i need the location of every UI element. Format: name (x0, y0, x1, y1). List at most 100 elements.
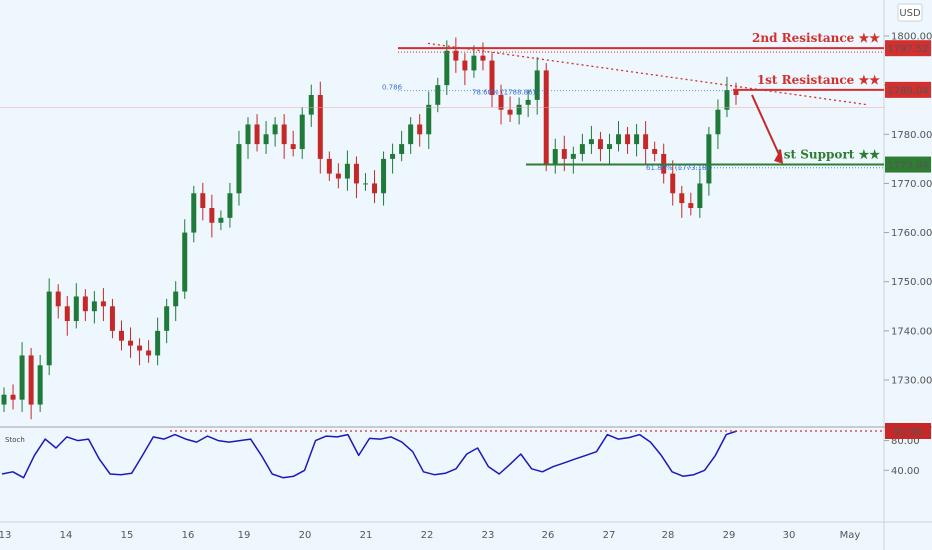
candle-body (471, 55, 477, 71)
candle-body (643, 134, 649, 150)
candle-body (381, 158, 387, 194)
candle-body (625, 134, 631, 145)
resistance-2-price: 1797.52 (887, 44, 928, 55)
date-tick-label: 13 (0, 530, 11, 541)
currency-box[interactable] (897, 3, 923, 22)
candle-body (426, 104, 432, 135)
resistance-1-price-box (885, 81, 931, 98)
candle-body (453, 50, 459, 61)
candle-body (616, 134, 622, 145)
support-1-price: 1773.84 (887, 161, 928, 172)
candle-body (552, 149, 558, 164)
candle-body (462, 60, 468, 71)
candle-body (579, 144, 585, 154)
candle-body (236, 144, 242, 194)
stoch-value: 92.90 (894, 427, 923, 438)
date-tick-label: 21 (360, 530, 373, 541)
candle-body (227, 193, 233, 218)
candle-body (146, 350, 152, 356)
candle-body (254, 124, 260, 145)
date-tick-label: 22 (421, 530, 434, 541)
price-tick-label: 1760.00 (891, 228, 932, 239)
resistance-1-price: 1789.04 (887, 86, 928, 97)
candle-body (28, 355, 34, 405)
candle-body (91, 301, 97, 312)
date-tick-label: 28 (662, 530, 675, 541)
stoch-value-box (885, 423, 931, 439)
candle-body (715, 109, 721, 135)
candle-body (489, 60, 495, 95)
candle-body (200, 193, 206, 208)
candle-body (82, 296, 88, 312)
date-tick-label: May (840, 530, 861, 541)
candle-body (37, 365, 43, 405)
candle-body (137, 345, 143, 351)
candle-body (435, 85, 441, 105)
candle-body (588, 139, 594, 145)
candle-body (399, 144, 405, 154)
candle-body (272, 124, 278, 135)
date-tick-label: 23 (482, 530, 495, 541)
candle-body (164, 306, 170, 331)
candle-body (688, 203, 694, 208)
candle-body (326, 158, 332, 174)
candles (1, 37, 739, 420)
support-1-price-box (885, 156, 931, 173)
resistance-1-label: 1st Resistance ★★ (757, 73, 880, 87)
stochastic-pane: Stoch 80.00 40.00 92.90 (1, 423, 931, 479)
support-1-label: 1st Support ★★ (775, 148, 880, 162)
candle-body (10, 394, 16, 400)
candle-body (543, 70, 549, 164)
candle-body (724, 90, 730, 110)
fib-618-label: 61.80% (1773.18) (646, 164, 710, 172)
candle-body (344, 163, 350, 179)
candle-body (55, 291, 61, 307)
price-tick-label: 1730.00 (891, 376, 932, 387)
candle-body (218, 217, 224, 223)
resistance-2-label: 2nd Resistance ★★ (752, 31, 880, 45)
date-tick-label: 30 (783, 530, 796, 541)
date-tick-label: 27 (603, 530, 616, 541)
time-axis: 13 14 15 16 19 20 21 22 23 26 27 28 29 30 May (0, 530, 860, 541)
candle-body (498, 94, 504, 110)
price-axis: 1730.00 1740.00 1750.00 1760.00 1770.00 1780.… (884, 32, 932, 387)
candle-body (19, 355, 25, 400)
candle-body (597, 139, 603, 150)
candle-body (64, 306, 70, 322)
candle-body (245, 124, 251, 145)
price-tick-label: 1740.00 (891, 326, 932, 337)
candle-body (73, 296, 79, 322)
resistance-2-price-box (885, 40, 931, 57)
candle-body (570, 153, 576, 159)
candle-body (1, 394, 7, 405)
stoch-tick-label: 40.00 (891, 466, 920, 477)
candle-body (290, 144, 296, 150)
projection-arrow-head (774, 149, 783, 164)
stoch-title: Stoch (5, 436, 25, 444)
date-tick-label: 16 (182, 530, 195, 541)
candle-body (353, 163, 359, 184)
candle-body (679, 193, 685, 204)
candle-body (263, 134, 269, 145)
candle-body (182, 232, 188, 292)
date-tick-label: 15 (121, 530, 134, 541)
candle-body (299, 114, 305, 150)
currency-label: USD (899, 8, 921, 19)
candle-body (155, 330, 161, 356)
candle-body (46, 291, 52, 366)
candle-body (444, 50, 450, 86)
fib-786-label: 78.60% (1788.86) (472, 89, 536, 97)
candle-body (670, 173, 676, 194)
candle-body (118, 330, 124, 341)
projection-arrow (751, 94, 782, 160)
candle-body (390, 153, 396, 159)
candle-body (173, 291, 179, 307)
candle-body (308, 94, 314, 115)
candle-body (417, 124, 423, 135)
date-tick-label: 26 (542, 530, 555, 541)
candle-body (706, 134, 712, 184)
overlays: 2nd Resistance ★★ 1797.52 1st Resistance ★… (0, 31, 931, 173)
candle-body (209, 208, 215, 223)
candle-body (525, 99, 531, 105)
